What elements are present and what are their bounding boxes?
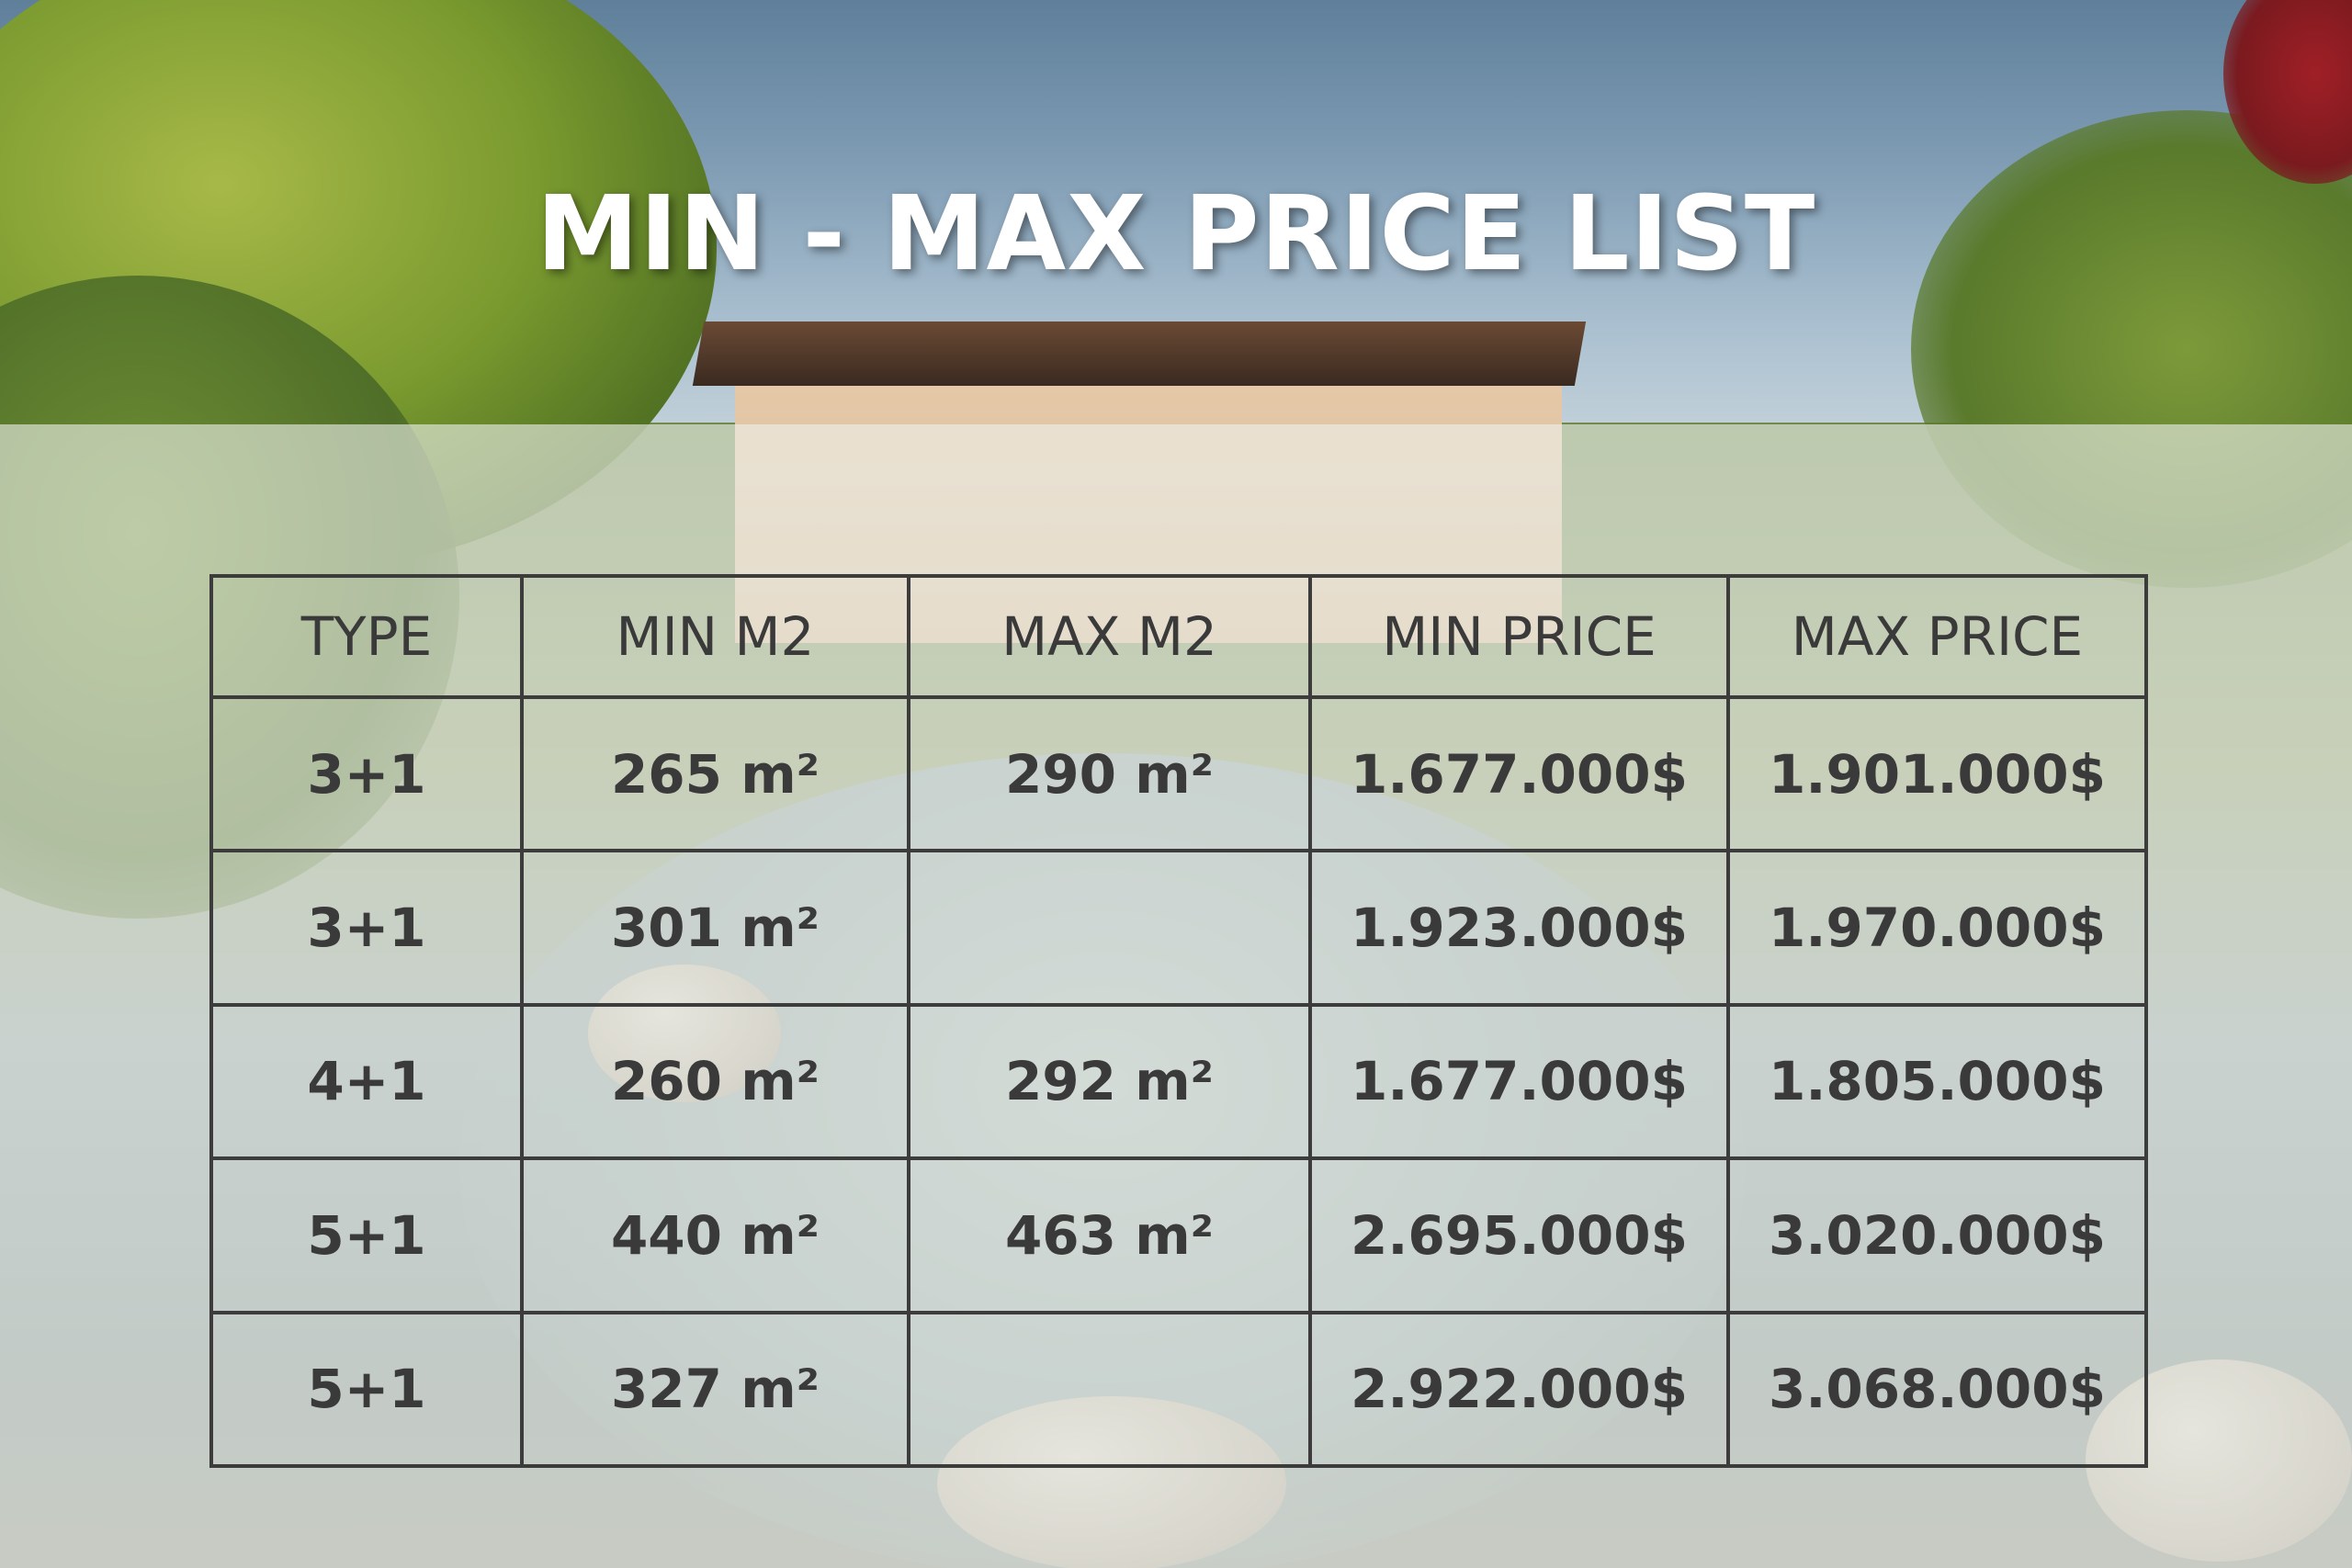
cell-type: 3+1 — [209, 849, 524, 1007]
table-row: 3+1 301 m² 1.923.000$ 1.970.000$ — [209, 849, 2148, 1007]
cell-min-m2: 327 m² — [520, 1310, 910, 1469]
table-header-row: TYPE MIN M2 MAX M2 MIN PRICE MAX PRICE — [209, 574, 2148, 699]
cell-min-price: 2.695.000$ — [1308, 1156, 1730, 1314]
header-min-m2: MIN M2 — [520, 574, 910, 699]
cell-type: 3+1 — [209, 694, 524, 853]
cell-type: 5+1 — [209, 1310, 524, 1469]
cell-max-price: 1.901.000$ — [1726, 694, 2148, 853]
cell-max-m2: 463 m² — [907, 1156, 1312, 1314]
cell-min-m2: 440 m² — [520, 1156, 910, 1314]
table-row: 4+1 260 m² 292 m² 1.677.000$ 1.805.000$ — [209, 1002, 2148, 1161]
cell-min-price: 1.923.000$ — [1308, 849, 1730, 1007]
header-min-price: MIN PRICE — [1308, 574, 1730, 699]
table-row: 5+1 440 m² 463 m² 2.695.000$ 3.020.000$ — [209, 1156, 2148, 1314]
cell-max-price: 1.970.000$ — [1726, 849, 2148, 1007]
table-row: 5+1 327 m² 2.922.000$ 3.068.000$ — [209, 1310, 2148, 1469]
cell-max-price: 3.068.000$ — [1726, 1310, 2148, 1469]
cell-min-price: 2.922.000$ — [1308, 1310, 1730, 1469]
cell-min-m2: 265 m² — [520, 694, 910, 853]
header-max-price: MAX PRICE — [1726, 574, 2148, 699]
cell-max-price: 3.020.000$ — [1726, 1156, 2148, 1314]
page-title: MIN - MAX PRICE LIST — [536, 175, 1816, 294]
cell-type: 4+1 — [209, 1002, 524, 1161]
villa-roof — [692, 321, 1587, 386]
table-row: 3+1 265 m² 290 m² 1.677.000$ 1.901.000$ — [209, 694, 2148, 853]
cell-type: 5+1 — [209, 1156, 524, 1314]
cell-max-m2 — [907, 849, 1312, 1007]
price-table: TYPE MIN M2 MAX M2 MIN PRICE MAX PRICE 3… — [209, 574, 2148, 1469]
cell-max-price: 1.805.000$ — [1726, 1002, 2148, 1161]
cell-max-m2 — [907, 1310, 1312, 1469]
cell-min-m2: 301 m² — [520, 849, 910, 1007]
cell-min-m2: 260 m² — [520, 1002, 910, 1161]
cell-min-price: 1.677.000$ — [1308, 694, 1730, 853]
cell-min-price: 1.677.000$ — [1308, 1002, 1730, 1161]
header-type: TYPE — [209, 574, 524, 699]
cell-max-m2: 292 m² — [907, 1002, 1312, 1161]
cell-max-m2: 290 m² — [907, 694, 1312, 853]
header-max-m2: MAX M2 — [907, 574, 1312, 699]
